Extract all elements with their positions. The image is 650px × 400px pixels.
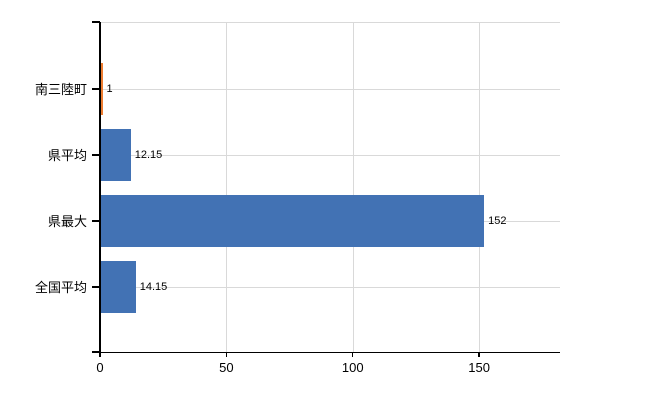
y-axis-tick: [92, 21, 100, 23]
y-axis-tick: [92, 88, 100, 90]
x-axis-tick: [351, 352, 354, 357]
bar: [100, 63, 103, 115]
category-label: 県最大: [47, 213, 87, 229]
bar: [100, 129, 131, 181]
bar: [100, 195, 485, 247]
category-label: 全国平均: [34, 279, 87, 295]
value-label: 1: [106, 83, 113, 95]
y-axis-tick: [92, 220, 100, 222]
x-axis-tick-label: 100: [341, 360, 364, 375]
gridline-horizontal: [100, 22, 560, 23]
value-label: 152: [488, 215, 507, 227]
value-label: 14.15: [139, 281, 168, 293]
gridline-vertical: [479, 22, 481, 352]
gridline-horizontal: [100, 89, 560, 90]
gridline-vertical: [226, 22, 228, 352]
gridline-horizontal: [100, 287, 560, 288]
x-axis-line: [99, 351, 560, 353]
x-axis-tick-label: 0: [96, 360, 104, 375]
gridline-horizontal: [100, 155, 560, 156]
x-axis-tick: [99, 352, 101, 357]
y-axis-tick: [92, 154, 100, 156]
category-label: 県平均: [47, 147, 87, 163]
y-axis-tick: [92, 351, 100, 353]
x-axis-tick-label: 150: [468, 360, 490, 375]
y-axis-tick: [92, 286, 100, 288]
y-axis-line: [99, 22, 101, 352]
x-axis-tick: [225, 352, 228, 357]
gridline-vertical: [352, 22, 354, 352]
category-label: 南三陸町: [34, 81, 87, 97]
bar: [100, 261, 136, 313]
value-label: 12.15: [134, 149, 163, 161]
x-axis-tick: [478, 352, 480, 357]
x-axis-tick-label: 50: [219, 360, 234, 375]
